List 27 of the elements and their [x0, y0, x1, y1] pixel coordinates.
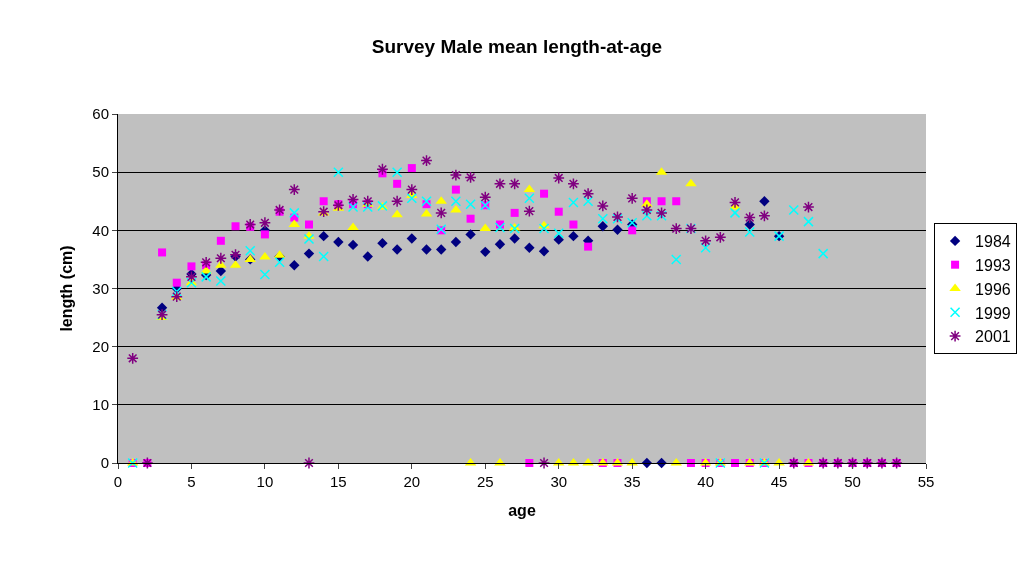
- x-tick-label: 5: [187, 473, 196, 490]
- x-tick-label: 55: [917, 473, 935, 490]
- x-tick-label: 50: [844, 473, 861, 490]
- x-axis-title: age: [508, 501, 536, 519]
- x-tick-label: 0: [113, 473, 123, 490]
- x-tick-label: 30: [550, 473, 568, 490]
- x-tick-label: 10: [256, 473, 274, 490]
- legend-label: 1993: [975, 256, 1011, 274]
- legend-label: 2001: [975, 328, 1011, 346]
- x-tick-label: 20: [403, 473, 421, 490]
- y-tick-label: 10: [92, 396, 109, 414]
- y-tick-label: 20: [92, 337, 109, 355]
- legend-label: 1984: [975, 233, 1011, 251]
- x-tick-label: 40: [697, 473, 714, 490]
- x-tick-label: 45: [770, 473, 788, 490]
- chart-title: Survey Male mean length-at-age: [371, 35, 663, 57]
- x-tick-label: 15: [330, 473, 347, 490]
- x-tick-label: 35: [623, 473, 641, 490]
- y-tick-label: 50: [92, 163, 109, 181]
- y-tick-label: 60: [92, 105, 109, 123]
- y-tick-label: 40: [92, 221, 109, 239]
- y-axis-title: length (cm): [58, 245, 76, 332]
- y-tick-label: 30: [92, 279, 109, 297]
- y-tick-label: 0: [100, 454, 109, 472]
- legend-label: 1996: [975, 280, 1011, 298]
- x-tick-label: 25: [476, 473, 494, 490]
- legend-label: 1999: [975, 304, 1011, 322]
